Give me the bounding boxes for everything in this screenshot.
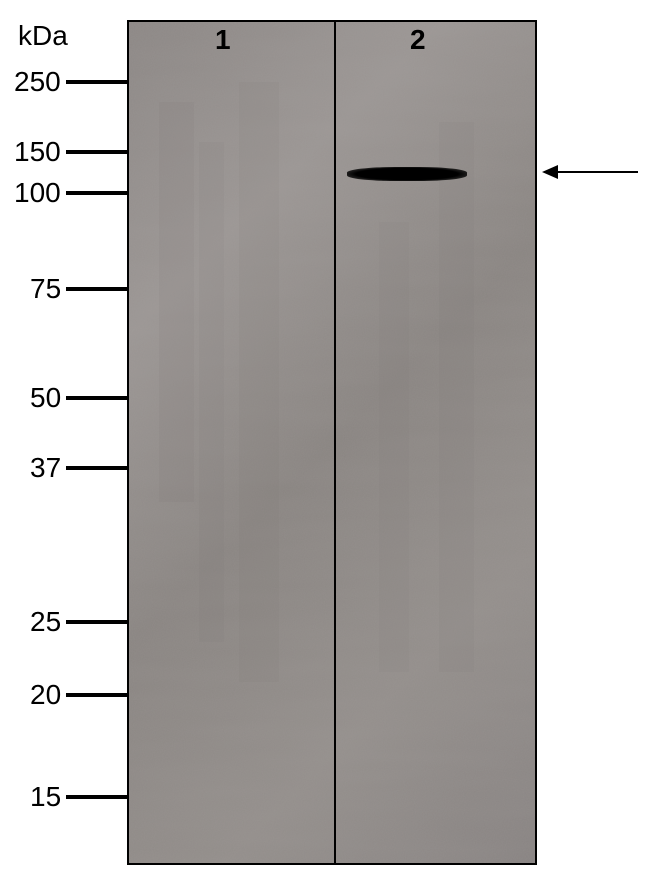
marker-250: 250: [14, 66, 61, 98]
marker-15: 15: [30, 781, 61, 813]
marker-150-text: 150: [14, 136, 61, 167]
tick-37: [66, 466, 127, 470]
blot-container: kDa: [0, 0, 650, 886]
membrane-texture: [129, 22, 537, 865]
marker-15-text: 15: [30, 781, 61, 812]
lane-2-text: 2: [410, 24, 426, 55]
marker-37-text: 37: [30, 452, 61, 483]
marker-25: 25: [30, 606, 61, 638]
blot-frame: [127, 20, 537, 865]
lane-1-label: 1: [215, 24, 231, 56]
lane-2-label: 2: [410, 24, 426, 56]
marker-50: 50: [30, 382, 61, 414]
marker-25-text: 25: [30, 606, 61, 637]
unit-text: kDa: [18, 20, 68, 51]
tick-100: [66, 191, 127, 195]
marker-250-text: 250: [14, 66, 61, 97]
marker-20-text: 20: [30, 679, 61, 710]
marker-75-text: 75: [30, 273, 61, 304]
tick-150: [66, 150, 127, 154]
band-arrow-icon: [540, 158, 640, 186]
lane-divider: [334, 22, 336, 863]
marker-150: 150: [14, 136, 61, 168]
tick-25: [66, 620, 127, 624]
tick-20: [66, 693, 127, 697]
tick-250: [66, 80, 127, 84]
marker-20: 20: [30, 679, 61, 711]
marker-37: 37: [30, 452, 61, 484]
marker-100: 100: [14, 177, 61, 209]
protein-band: [347, 167, 467, 181]
tick-50: [66, 396, 127, 400]
tick-15: [66, 795, 127, 799]
tick-75: [66, 287, 127, 291]
marker-100-text: 100: [14, 177, 61, 208]
marker-50-text: 50: [30, 382, 61, 413]
unit-label: kDa: [18, 20, 68, 52]
lane-1-text: 1: [215, 24, 231, 55]
marker-75: 75: [30, 273, 61, 305]
